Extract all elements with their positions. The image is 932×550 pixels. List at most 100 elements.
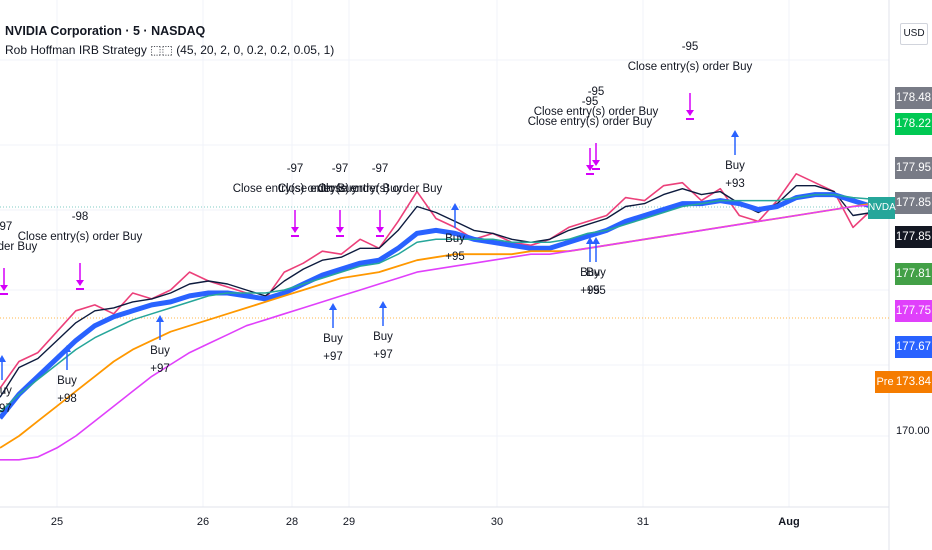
close-arrowhead bbox=[586, 165, 594, 171]
close-qty: -97 bbox=[287, 163, 304, 175]
series-line-2 bbox=[0, 184, 873, 398]
close-arrowhead bbox=[376, 227, 384, 233]
buy-arrowhead bbox=[0, 355, 6, 362]
price-tag: 177.75 bbox=[895, 300, 932, 322]
close-qty: -95 bbox=[582, 96, 599, 108]
close-arrowhead bbox=[336, 227, 344, 233]
close-label: Close entry(s) order Buy bbox=[534, 106, 659, 118]
buy-qty: +97 bbox=[323, 351, 343, 363]
buy-signal: Buy +97 bbox=[150, 315, 170, 375]
signal-layer: Buy +97 Buy +98 Buy +97 Buy +97 Buy +97 Buy +95 Buy +… bbox=[0, 41, 753, 415]
close-arrowhead bbox=[592, 160, 600, 166]
close-label: (s) order Buy bbox=[0, 241, 37, 253]
series-line-4 bbox=[0, 193, 873, 413]
buy-label: Buy bbox=[373, 331, 393, 343]
buy-qty: +95 bbox=[586, 285, 606, 297]
buy-signal: Buy +98 bbox=[57, 345, 77, 405]
close-qty: -98 bbox=[72, 211, 89, 223]
series-line-3 bbox=[0, 192, 873, 420]
series-line-6 bbox=[0, 204, 873, 461]
buy-signal: Buy +95 bbox=[586, 237, 606, 297]
buy-qty: +97 bbox=[373, 349, 393, 361]
buy-label: Buy bbox=[580, 267, 600, 279]
close-qty: -95 bbox=[682, 41, 699, 53]
buy-arrowhead bbox=[156, 315, 164, 322]
buy-arrowhead bbox=[451, 203, 459, 210]
close-label: Close entry(s) order Buy bbox=[18, 231, 143, 243]
series-line-1 bbox=[0, 173, 873, 389]
x-tick-label: 29 bbox=[343, 516, 355, 528]
chart-title[interactable]: NVIDIA Corporation · 5 · NASDAQ bbox=[5, 24, 206, 38]
x-tick-label: 31 bbox=[637, 516, 649, 528]
study-legend[interactable]: Rob Hoffman IRB Strategy ⬚⬚ (45, 20, 2, … bbox=[5, 43, 335, 57]
close-signal: -97 Close entry(s) order Buy bbox=[233, 163, 358, 237]
close-signal: -97 (s) order Buy bbox=[0, 221, 37, 295]
close-arrowhead bbox=[291, 227, 299, 233]
buy-signal: Buy +97 bbox=[373, 301, 393, 361]
currency-button[interactable]: USD bbox=[900, 23, 928, 45]
close-signal: -98 Close entry(s) order Buy bbox=[18, 211, 143, 290]
price-tag: 177.95 bbox=[895, 157, 932, 179]
buy-label: Buy bbox=[0, 385, 12, 397]
buy-arrowhead bbox=[731, 130, 739, 137]
x-tick-label: 30 bbox=[491, 516, 503, 528]
close-signal: -95 Close entry(s) order Buy bbox=[528, 96, 653, 175]
x-tick-label: Aug bbox=[778, 516, 799, 528]
price-tag: 177.67 bbox=[895, 336, 932, 358]
buy-qty: +93 bbox=[725, 178, 745, 190]
symbol-tag: NVDA bbox=[868, 197, 896, 219]
premarket-label: Pre bbox=[875, 371, 895, 393]
close-qty: -97 bbox=[372, 163, 389, 175]
price-tag: 173.84 bbox=[895, 371, 932, 393]
buy-label: Buy bbox=[586, 267, 606, 279]
buy-qty: +97 bbox=[0, 403, 12, 415]
buy-qty: +95 bbox=[580, 285, 600, 297]
close-label: Close entry(s) order Buy bbox=[528, 116, 653, 128]
price-tag: 178.22 bbox=[895, 113, 932, 135]
close-arrowhead bbox=[686, 110, 694, 116]
x-tick-label: 26 bbox=[197, 516, 209, 528]
price-tag: 177.81 bbox=[895, 263, 932, 285]
close-label: Close entry(s) order Buy bbox=[628, 61, 753, 73]
close-label: Close entry(s) order Buy bbox=[278, 183, 403, 195]
buy-label: Buy bbox=[445, 233, 465, 245]
buy-arrowhead bbox=[586, 237, 594, 244]
x-tick-label: 28 bbox=[286, 516, 298, 528]
buy-arrowhead bbox=[379, 301, 387, 308]
buy-arrowhead bbox=[63, 345, 71, 352]
x-axis: 25 26 28 29 30 31 Aug bbox=[51, 516, 800, 528]
buy-qty: +95 bbox=[445, 251, 465, 263]
buy-arrowhead bbox=[592, 237, 600, 244]
close-signal: -97 Close entry(s) order Buy bbox=[278, 163, 403, 237]
buy-label: Buy bbox=[57, 375, 77, 387]
close-qty: -97 bbox=[332, 163, 349, 175]
close-label: Close entry(s) order Buy bbox=[233, 183, 358, 195]
close-arrowhead bbox=[76, 280, 84, 286]
buy-label: Buy bbox=[150, 345, 170, 357]
price-tag: 178.48 bbox=[895, 87, 932, 109]
buy-qty: +98 bbox=[57, 393, 77, 405]
buy-signal: Buy +93 bbox=[725, 130, 745, 190]
close-arrowhead bbox=[0, 285, 8, 291]
close-qty: -95 bbox=[588, 86, 605, 98]
price-tag: 177.85 bbox=[895, 226, 932, 248]
close-qty: -97 bbox=[0, 221, 12, 233]
buy-signal: Buy +97 bbox=[0, 355, 12, 415]
buy-label: Buy bbox=[725, 160, 745, 172]
buy-label: Buy bbox=[323, 333, 343, 345]
buy-arrowhead bbox=[329, 303, 337, 310]
grid bbox=[0, 0, 889, 507]
price-tag: 177.85 bbox=[895, 192, 932, 214]
close-signal: -95 Close entry(s) order Buy bbox=[628, 41, 753, 120]
y-tick-label: 170.00 bbox=[896, 425, 930, 437]
buy-qty: +97 bbox=[150, 363, 170, 375]
buy-signal: Buy +95 bbox=[445, 203, 465, 263]
series-layer bbox=[0, 173, 873, 461]
close-label: Close entry(s) order Buy bbox=[318, 183, 443, 195]
buy-signal: Buy +95 bbox=[580, 237, 600, 297]
close-signal: -97 Close entry(s) order Buy bbox=[318, 163, 443, 237]
x-tick-label: 25 bbox=[51, 516, 63, 528]
buy-signal: Buy +97 bbox=[323, 303, 343, 363]
